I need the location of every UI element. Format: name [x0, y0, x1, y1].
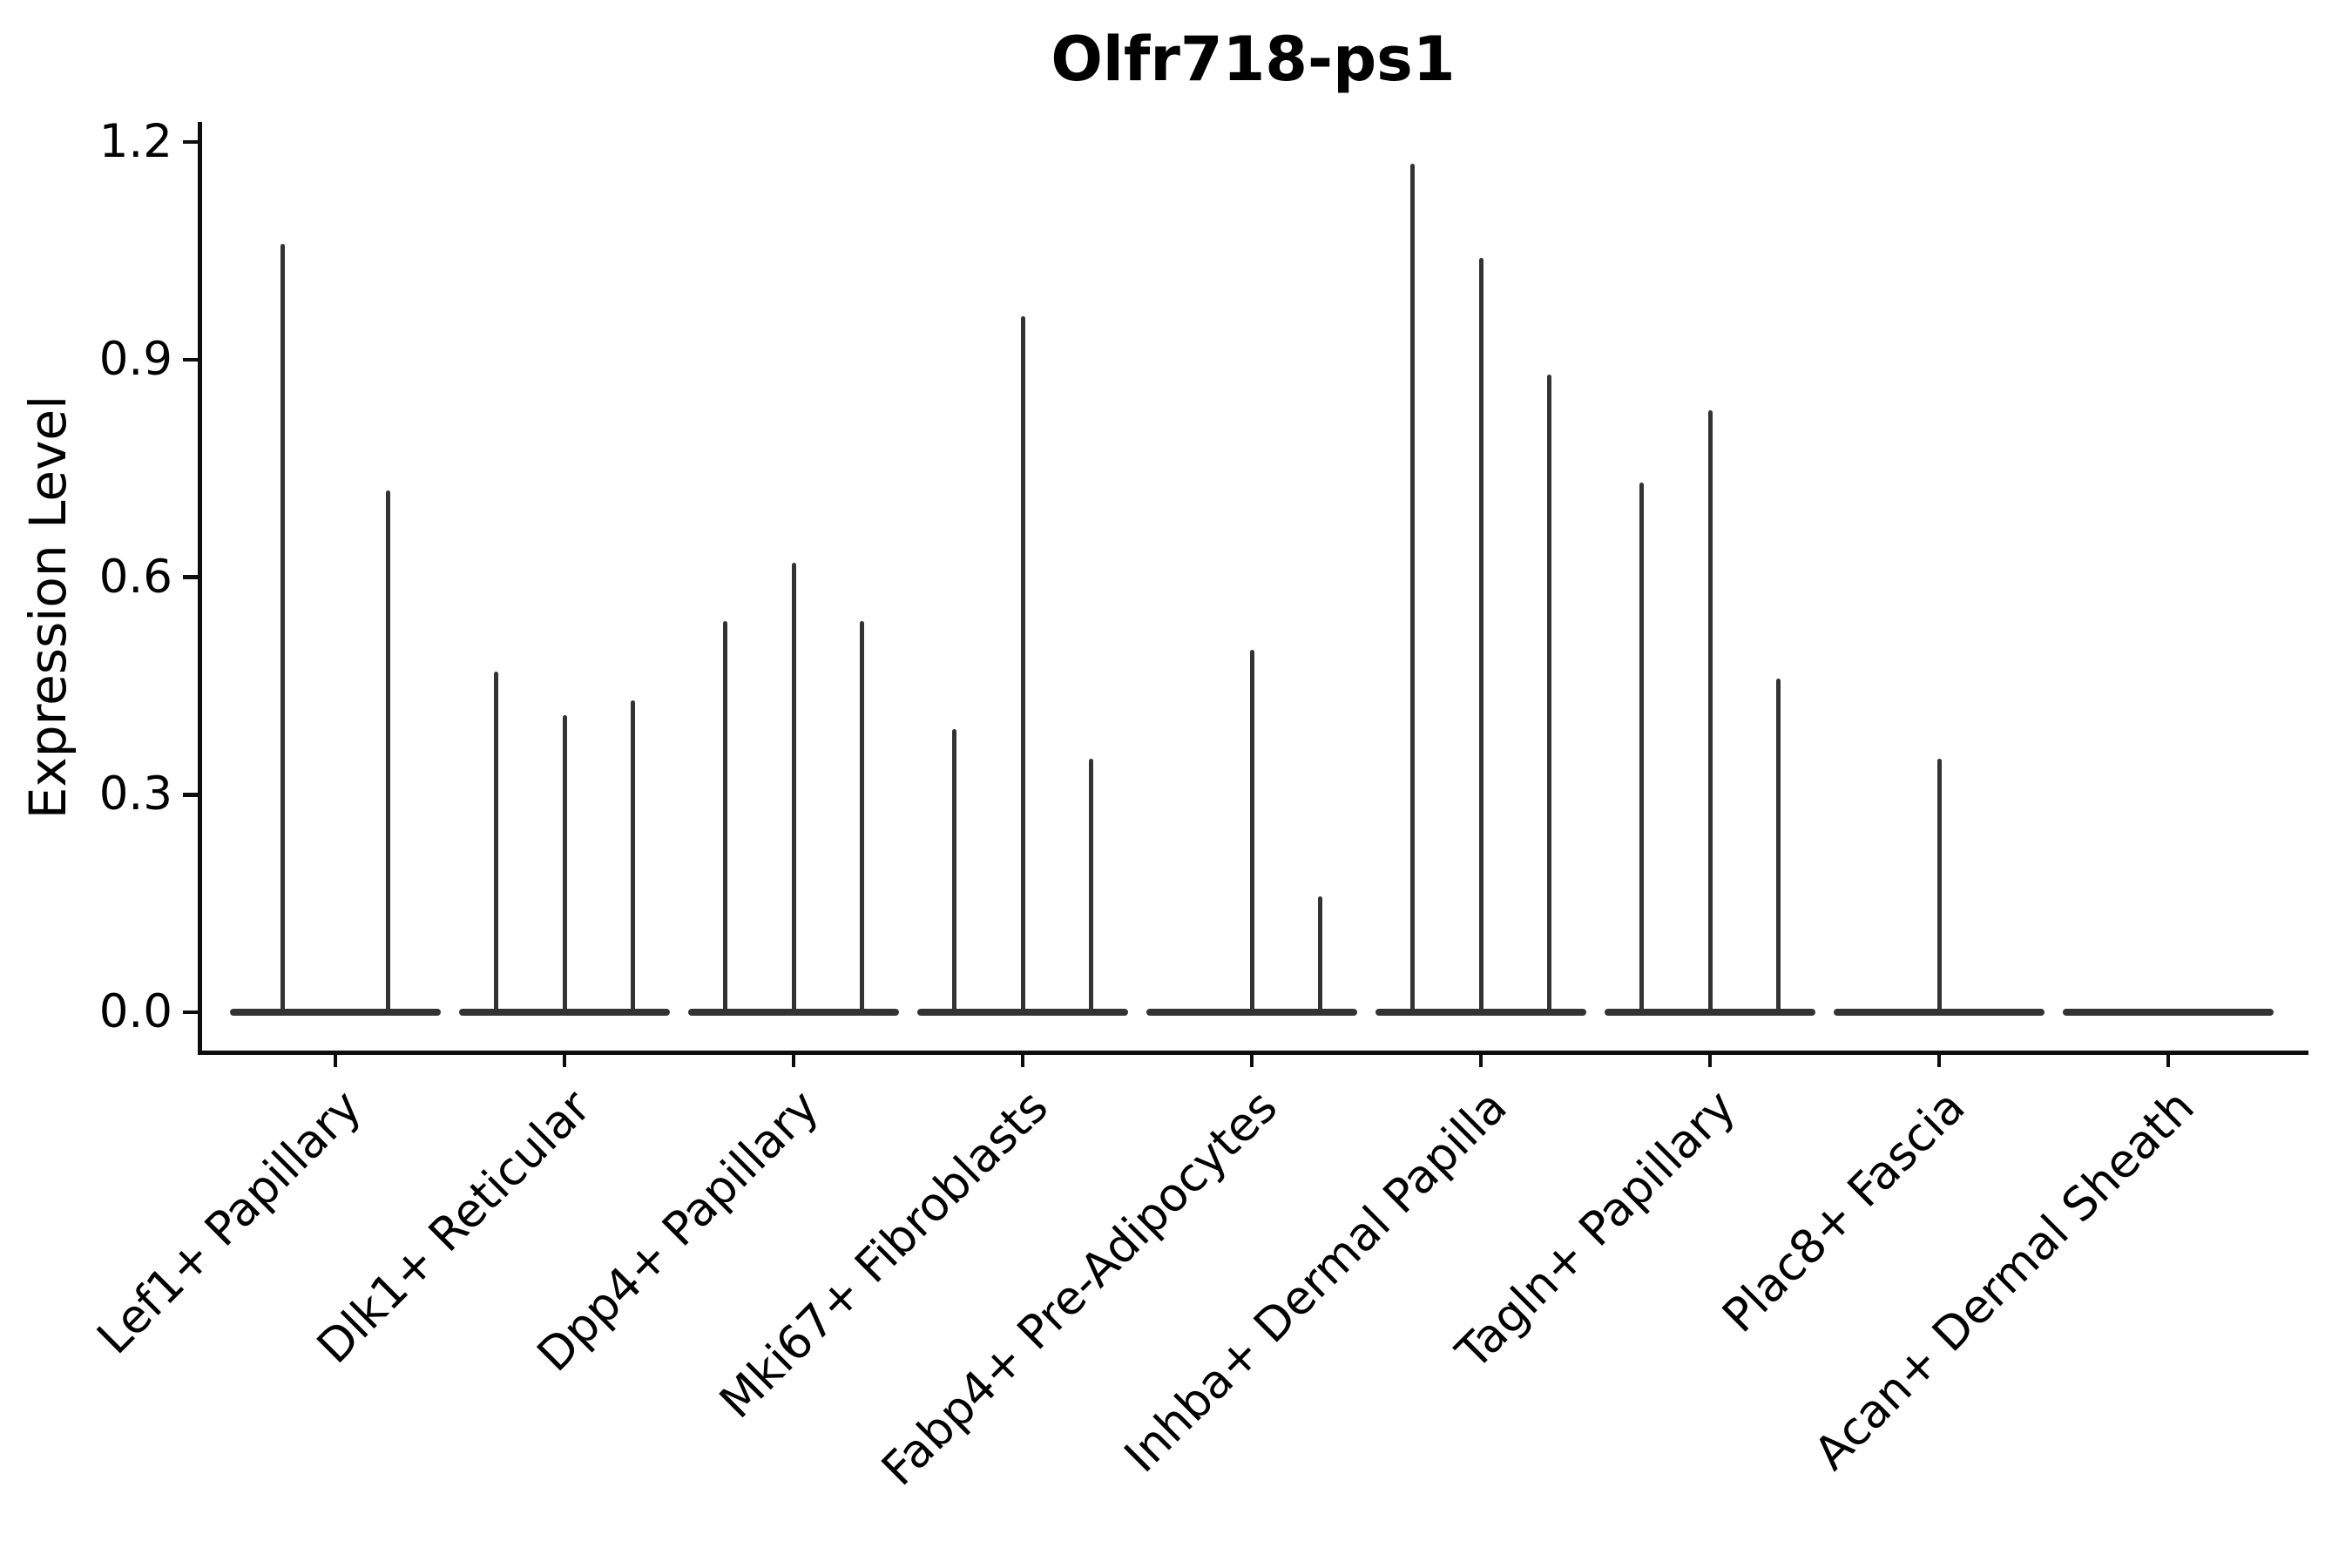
- violin-spike: [1318, 896, 1323, 1010]
- violin-body: [688, 1009, 899, 1016]
- y-tick-mark: [183, 357, 198, 362]
- x-axis-spine: [198, 1051, 2308, 1055]
- violin-spike: [562, 714, 567, 1010]
- violin-body: [1605, 1009, 1815, 1016]
- y-tick-label: 1.2: [98, 115, 172, 169]
- violin-body: [1146, 1009, 1357, 1016]
- violin-spike: [1776, 679, 1781, 1010]
- x-tick-mark: [1478, 1054, 1484, 1067]
- y-tick-label: 0.6: [98, 550, 172, 604]
- violin-spike: [1547, 374, 1552, 1010]
- x-tick-mark: [791, 1054, 796, 1067]
- violin-spike: [1707, 410, 1713, 1010]
- violin-spike: [280, 243, 285, 1010]
- violin-spike: [385, 490, 390, 1010]
- y-tick-mark: [183, 793, 198, 797]
- violin-spike: [951, 729, 956, 1010]
- violin-body: [2063, 1009, 2274, 1016]
- x-tick-mark: [1249, 1054, 1254, 1067]
- violin-spike: [1409, 164, 1415, 1010]
- y-axis-label: Expression Level: [18, 395, 78, 820]
- violin-spike: [791, 562, 796, 1010]
- x-tick-label: Fabp4+ Pre-Adipocytes: [872, 1080, 1288, 1497]
- violin-spike: [860, 620, 865, 1010]
- x-tick-mark: [333, 1054, 338, 1067]
- violin-body: [230, 1009, 441, 1016]
- chart-title: Olfr718-ps1: [1051, 24, 1456, 95]
- x-tick-mark: [1020, 1054, 1025, 1067]
- x-tick-mark: [2166, 1054, 2171, 1067]
- violin-spike: [1936, 758, 1942, 1010]
- violin-body: [459, 1009, 670, 1016]
- y-axis-spine: [198, 122, 202, 1054]
- violin-spike: [1478, 258, 1484, 1010]
- x-tick-label: Inhba+ Dermal Papilla: [1114, 1080, 1517, 1484]
- x-tick-mark: [1936, 1054, 1942, 1067]
- y-tick-mark: [183, 1010, 198, 1015]
- violin-spike: [1089, 758, 1094, 1010]
- y-tick-label: 0.3: [98, 767, 172, 821]
- violin-spike: [493, 671, 498, 1010]
- violin-body: [1375, 1009, 1586, 1016]
- violin-spike: [1639, 483, 1644, 1010]
- y-tick-label: 0.9: [98, 332, 172, 386]
- violin-body: [1834, 1009, 2044, 1016]
- y-tick-mark: [183, 575, 198, 579]
- violin-spike: [1249, 649, 1254, 1010]
- x-tick-mark: [562, 1054, 567, 1067]
- violin-body: [917, 1009, 1128, 1016]
- y-tick-mark: [183, 139, 198, 145]
- x-tick-label: Plac8+ Fascia: [1712, 1080, 1976, 1343]
- violin-spike: [1020, 315, 1025, 1010]
- x-tick-label: Acan+ Dermal Sheath: [1803, 1080, 2205, 1481]
- violin-spike: [631, 700, 636, 1010]
- violin-spike: [722, 620, 727, 1010]
- x-tick-mark: [1707, 1054, 1713, 1067]
- y-tick-label: 0.0: [98, 985, 172, 1038]
